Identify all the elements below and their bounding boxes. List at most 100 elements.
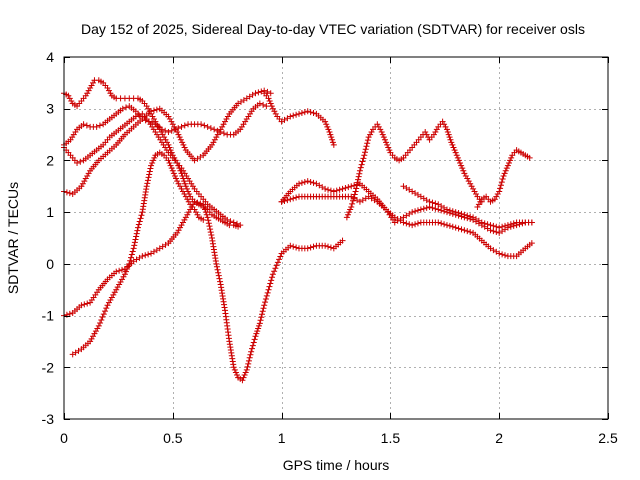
data-point	[172, 126, 179, 133]
data-point	[501, 170, 508, 177]
data-point	[165, 113, 172, 120]
data-point	[493, 193, 500, 200]
data-point	[165, 157, 172, 164]
data-point	[497, 182, 504, 189]
data-point	[107, 90, 114, 97]
data-point	[496, 250, 503, 257]
data-point	[205, 220, 212, 227]
data-point	[181, 216, 188, 223]
data-point	[467, 180, 474, 187]
data-point	[216, 128, 223, 135]
data-point	[95, 322, 102, 329]
data-point	[256, 100, 263, 107]
data-point	[272, 110, 279, 117]
data-point	[240, 374, 247, 381]
data-point	[146, 168, 153, 175]
data-point	[179, 188, 186, 195]
series-sat-l	[474, 147, 533, 210]
data-point	[175, 180, 182, 187]
data-point	[298, 179, 305, 186]
data-point	[452, 224, 459, 231]
data-point	[273, 262, 280, 269]
data-point	[220, 130, 227, 137]
data-point	[454, 154, 461, 161]
data-point	[159, 131, 166, 138]
data-point	[224, 216, 231, 223]
data-point	[169, 121, 176, 128]
data-point	[181, 178, 188, 185]
data-point	[379, 131, 386, 138]
data-point	[477, 198, 484, 205]
data-point	[307, 178, 314, 185]
data-point	[301, 178, 308, 185]
data-point	[443, 206, 450, 213]
data-point	[107, 297, 114, 304]
data-point	[364, 137, 371, 144]
data-point	[178, 222, 185, 229]
data-point	[458, 162, 465, 169]
data-point	[223, 116, 230, 123]
data-point	[144, 180, 151, 187]
data-point	[447, 136, 454, 143]
data-point	[181, 122, 188, 129]
x-tick-label: 0.5	[163, 430, 183, 446]
data-point	[143, 183, 150, 190]
data-point	[79, 180, 86, 187]
data-point	[347, 206, 354, 213]
data-point	[98, 317, 105, 324]
data-point	[264, 88, 271, 95]
data-point	[449, 208, 456, 215]
data-point	[145, 251, 152, 258]
data-point	[503, 165, 510, 172]
data-point	[213, 260, 220, 267]
data-point	[174, 178, 181, 185]
data-point	[233, 372, 240, 379]
data-point	[361, 152, 368, 159]
data-point	[125, 263, 132, 270]
data-point	[253, 330, 260, 337]
data-point	[142, 252, 149, 259]
data-point	[269, 105, 276, 112]
data-point	[136, 218, 143, 225]
data-point	[185, 209, 192, 216]
data-point	[258, 314, 265, 321]
data-point	[183, 185, 190, 192]
data-point	[103, 305, 110, 312]
data-point	[496, 224, 503, 231]
data-point	[83, 122, 90, 129]
data-point	[260, 305, 267, 312]
data-point	[88, 82, 95, 89]
data-point	[184, 211, 191, 218]
data-point	[339, 185, 346, 192]
data-point	[168, 165, 175, 172]
data-point	[349, 197, 356, 204]
data-point	[211, 136, 218, 143]
data-point	[464, 212, 471, 219]
data-point	[336, 186, 343, 193]
data-point	[110, 291, 117, 298]
data-point	[208, 141, 215, 148]
data-point	[498, 179, 505, 186]
data-point	[378, 128, 385, 135]
data-point	[162, 136, 169, 143]
data-point	[181, 180, 188, 187]
data-point	[158, 126, 165, 133]
data-point	[507, 221, 514, 228]
data-point	[130, 245, 137, 252]
data-point	[271, 108, 278, 115]
data-point	[145, 105, 152, 112]
data-point	[453, 152, 460, 159]
data-point	[478, 219, 485, 226]
series-sat-d	[61, 110, 244, 229]
data-point	[490, 228, 497, 235]
data-point	[173, 175, 180, 182]
data-point	[63, 189, 70, 196]
data-point	[131, 239, 138, 246]
data-point	[201, 203, 208, 210]
data-point	[248, 348, 255, 355]
data-point	[277, 253, 284, 260]
data-point	[117, 278, 124, 285]
data-point	[414, 207, 421, 214]
data-point	[206, 223, 213, 230]
data-point	[449, 223, 456, 230]
